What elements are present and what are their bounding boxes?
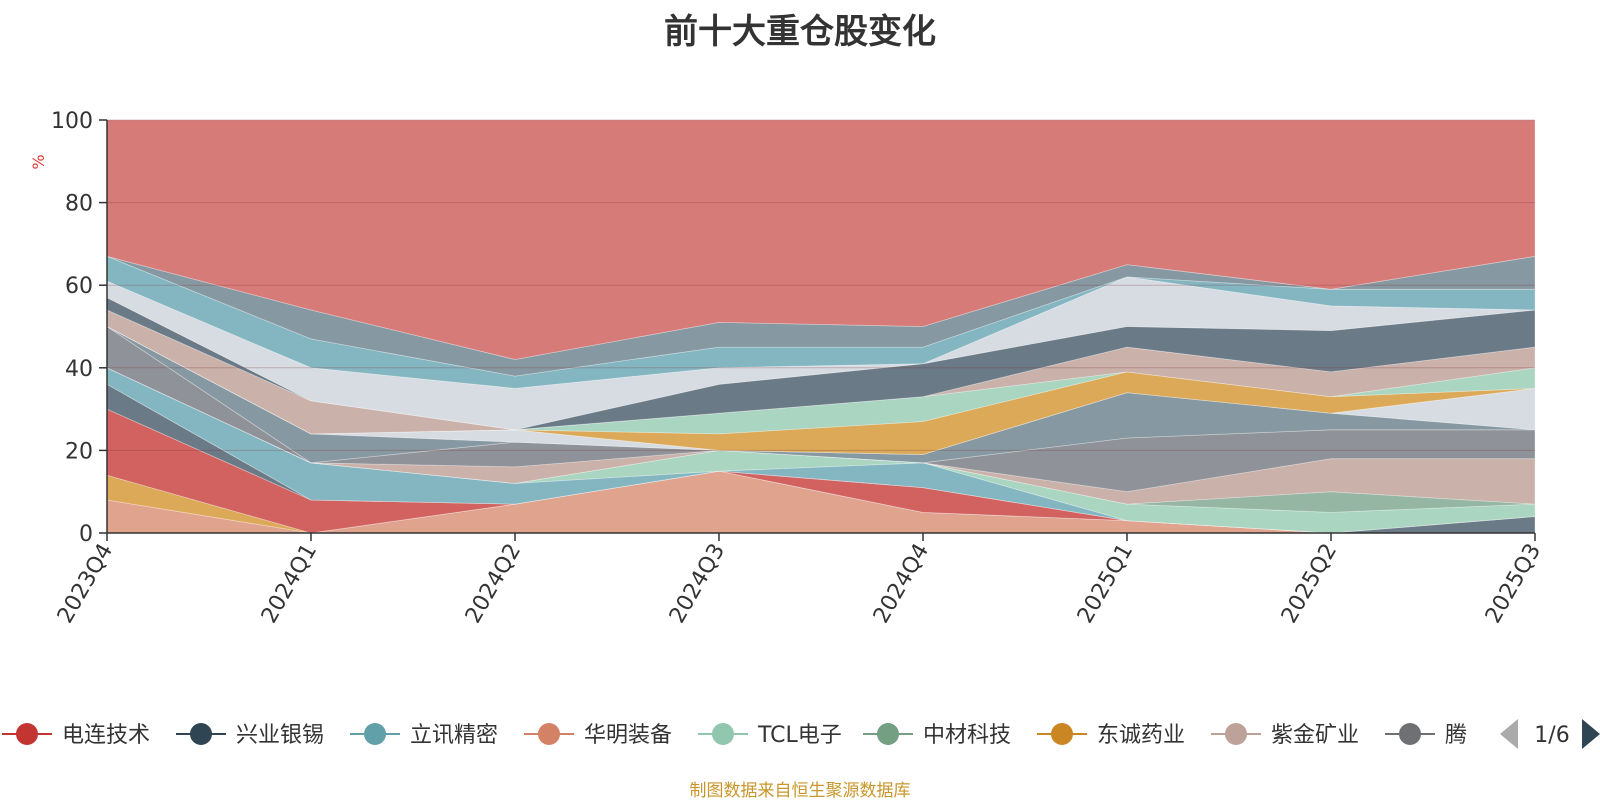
x-tick-label-2024Q2: 2024Q2 <box>461 540 526 628</box>
legend-item-2[interactable]: 立讯精密 <box>350 723 498 748</box>
y-tick-label-60: 60 <box>65 274 93 299</box>
area-series-15 <box>106 276 1536 431</box>
legend-marker-4 <box>712 723 734 745</box>
legend-marker-5 <box>877 723 899 745</box>
legend-label-6: 东诚药业 <box>1097 723 1185 748</box>
legend-pager: 1/6 <box>1500 719 1600 749</box>
x-tick-label-2023Q4: 2023Q4 <box>53 540 118 628</box>
x-tick-label-2025Q1: 2025Q1 <box>1073 540 1138 628</box>
legend-marker-1 <box>190 723 212 745</box>
legend-marker-2 <box>364 723 386 745</box>
area-series-17 <box>106 255 1536 377</box>
legend-item-5[interactable]: 中材科技 <box>863 723 1011 748</box>
x-tick-label-2024Q4: 2024Q4 <box>869 540 934 628</box>
y-tick-label-40: 40 <box>65 357 93 382</box>
x-tick-label-2024Q1: 2024Q1 <box>257 540 322 628</box>
legend-page-indicator: 1/6 <box>1534 723 1569 748</box>
legend-label-3: 华明装备 <box>584 723 672 748</box>
legend-next-page-icon[interactable] <box>1582 719 1600 749</box>
legend-label-2: 立讯精密 <box>410 723 498 748</box>
data-source-note: 制图数据来自恒生聚源数据库 <box>689 781 911 800</box>
legend-marker-8 <box>1399 723 1421 745</box>
area-series-18 <box>106 119 1536 360</box>
legend-marker-3 <box>538 723 560 745</box>
legend-label-7: 紫金矿业 <box>1271 723 1359 748</box>
legend-item-8[interactable]: 腾 <box>1385 723 1467 748</box>
legend-label-1: 兴业银锡 <box>236 723 324 748</box>
legend-marker-0 <box>16 723 38 745</box>
legend-item-0[interactable]: 电连技术 <box>2 723 150 748</box>
y-axis-label: % <box>29 154 48 169</box>
areas-layer <box>106 119 1536 534</box>
legend-item-7[interactable]: 紫金矿业 <box>1211 723 1359 748</box>
legend-item-4[interactable]: TCL电子 <box>698 723 842 748</box>
legend: 电连技术 兴业银锡 立讯精密 华明装备 TCL电子 中材科技 东诚药业 紫金矿业 腾 <box>2 723 1467 748</box>
legend-prev-page-icon[interactable] <box>1500 719 1518 749</box>
y-tick-label-0: 0 <box>79 522 93 547</box>
area-series-10 <box>106 326 1536 455</box>
y-tick-label-20: 20 <box>65 439 93 464</box>
legend-label-8: 腾 <box>1445 723 1467 748</box>
legend-label-5: 中材科技 <box>923 723 1011 748</box>
legend-item-6[interactable]: 东诚药业 <box>1037 723 1185 748</box>
legend-item-1[interactable]: 兴业银锡 <box>176 723 324 748</box>
x-tick-label-2025Q3: 2025Q3 <box>1481 540 1546 628</box>
legend-item-3[interactable]: 华明装备 <box>524 723 672 748</box>
legend-marker-7 <box>1225 723 1247 745</box>
area-series-14 <box>106 296 1536 431</box>
y-tick-label-100: 100 <box>51 109 93 134</box>
gridlines <box>107 119 1535 451</box>
x-tick-label-2025Q2: 2025Q2 <box>1277 540 1342 628</box>
y-tick-label-80: 80 <box>65 192 93 217</box>
chart-title: 前十大重仓股变化 <box>664 12 936 52</box>
x-tick-label-2024Q3: 2024Q3 <box>665 540 730 628</box>
legend-marker-6 <box>1051 723 1073 745</box>
legend-label-4: TCL电子 <box>757 723 842 748</box>
legend-label-0: 电连技术 <box>62 723 150 748</box>
